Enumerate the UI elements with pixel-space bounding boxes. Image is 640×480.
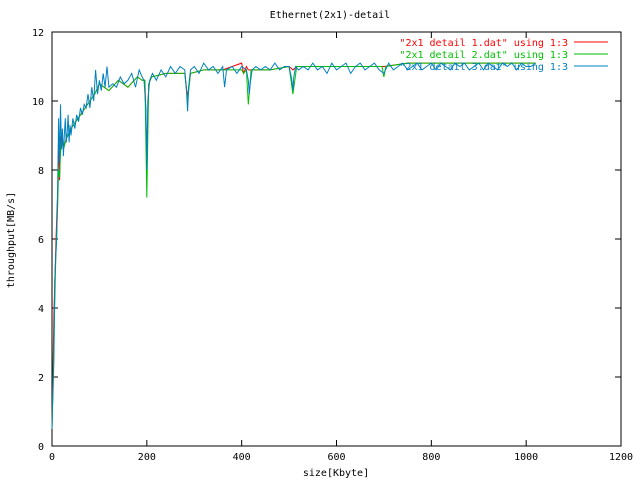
series-layer bbox=[51, 62, 536, 429]
y-tick-label: 10 bbox=[32, 97, 44, 108]
axes: 0 200 400 600 800 1000 1200 0 2 4 6 8 10 12 bbox=[32, 28, 633, 463]
series-line-2 bbox=[51, 62, 536, 429]
y-tick-label: 0 bbox=[38, 442, 44, 453]
plot-frame bbox=[51, 31, 622, 447]
x-tick-label: 600 bbox=[327, 452, 345, 463]
x-tick-label: 800 bbox=[422, 452, 440, 463]
x-tick-label: 1000 bbox=[514, 452, 538, 463]
x-tick-label: 400 bbox=[233, 452, 251, 463]
x-tick-label: 1200 bbox=[609, 452, 633, 463]
y-axis-label: throughput[MB/s] bbox=[6, 192, 17, 288]
y-tick-label: 8 bbox=[38, 166, 44, 177]
x-axis-label: size[Kbyte] bbox=[303, 468, 369, 479]
x-tick-label: 200 bbox=[138, 452, 156, 463]
y-tick-label: 4 bbox=[38, 304, 44, 315]
legend: "2x1 detail 1.dat" using 1:3"2x1 detail … bbox=[399, 38, 608, 73]
chart-title: Ethernet(2x1)-detail bbox=[270, 10, 390, 21]
legend-label-2: "2x1 detail 2.dat" using 1:3 bbox=[399, 50, 568, 61]
y-tick-label: 12 bbox=[32, 28, 44, 39]
legend-label-1: "2x1 detail 1.dat" using 1:3 bbox=[399, 38, 568, 49]
y-tick-label: 2 bbox=[38, 373, 44, 384]
x-tick-label: 0 bbox=[49, 452, 55, 463]
series-line-3 bbox=[51, 62, 536, 429]
legend-label-3: "2x1 detail 3.dat" using 1:3 bbox=[399, 62, 568, 73]
y-tick-label: 6 bbox=[38, 235, 44, 246]
series-line-1 bbox=[51, 62, 536, 429]
